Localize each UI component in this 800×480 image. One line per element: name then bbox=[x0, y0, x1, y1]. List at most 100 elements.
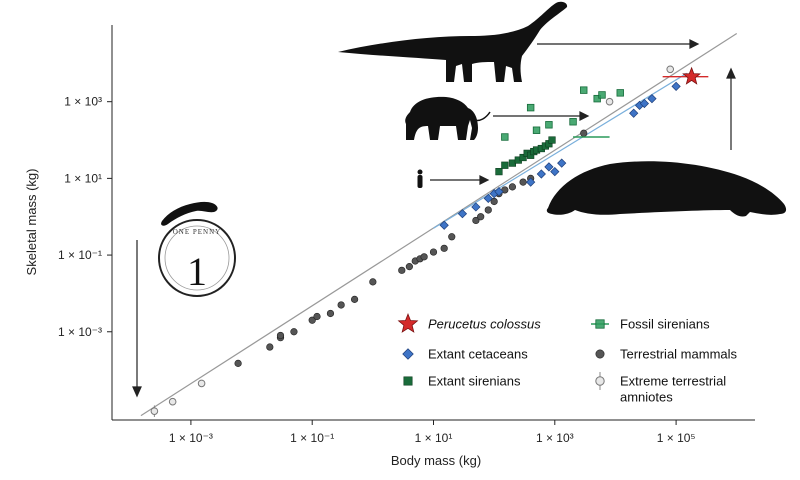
elephant-silhouette bbox=[405, 96, 491, 140]
terrestrial-mammals-point bbox=[398, 266, 406, 274]
terrestrial-mammals-point bbox=[420, 253, 428, 261]
terrestrial-mammals-point bbox=[472, 216, 480, 225]
y-tick-label: 1 × 10¹ bbox=[64, 171, 102, 185]
x-tick-label: 1 × 10⁻³ bbox=[169, 431, 213, 445]
extant-cetaceans-point bbox=[494, 187, 504, 197]
legend-terrestrial-mammals-marker bbox=[595, 349, 605, 359]
legend-extant-cetaceans-label: Extant cetaceans bbox=[428, 347, 528, 362]
extant-sirenians-point bbox=[495, 168, 503, 176]
extant-cetaceans-point bbox=[526, 177, 536, 187]
extreme-terrestrial-amniotes-point bbox=[168, 397, 177, 406]
x-axis-title: Body mass (kg) bbox=[391, 453, 481, 468]
arrow-human-head bbox=[479, 175, 490, 185]
legend-label-line: Extreme terrestrial bbox=[620, 374, 726, 389]
fossil-sirenians-point bbox=[616, 89, 624, 97]
extant-sirenians-point bbox=[501, 161, 509, 169]
extreme-terrestrial-amniotes-point bbox=[605, 97, 614, 106]
extant-cetaceans-point bbox=[457, 209, 468, 219]
legend-terrestrial-mammals-label: Terrestrial mammals bbox=[620, 347, 738, 362]
terrestrial-mammals-point bbox=[369, 278, 377, 286]
terrestrial-mammals-point bbox=[440, 244, 448, 252]
terrestrial-mammals-point bbox=[519, 178, 527, 186]
extant-cetaceans-point bbox=[536, 169, 546, 179]
penny-digit: 1 bbox=[187, 249, 207, 294]
arrow-elephant-head bbox=[579, 111, 590, 121]
penny-inner-ring bbox=[164, 225, 230, 291]
arrow-gecko-head bbox=[132, 386, 142, 398]
extant-cetaceans-point bbox=[483, 193, 493, 204]
sauropod-silhouette bbox=[338, 1, 568, 82]
extreme-terrestrial-amniotes-point bbox=[150, 407, 159, 415]
legend-label-line: amniotes bbox=[620, 390, 673, 405]
extant-cetaceans-point bbox=[550, 167, 560, 177]
annotation-arrows bbox=[132, 39, 736, 398]
terrestrial-mammals-point bbox=[337, 301, 345, 309]
extant-sirenians-point bbox=[519, 153, 527, 162]
arrow-sauropod-head bbox=[689, 39, 700, 49]
terrestrial-mammals-point bbox=[405, 263, 413, 271]
y-tick-label: 1 × 10⁻¹ bbox=[58, 248, 102, 262]
data-points bbox=[150, 65, 709, 417]
legend-extant-sirenians-label: Extant sirenians bbox=[428, 374, 521, 389]
terrestrial-mammals-point bbox=[276, 331, 285, 340]
x-tick-label: 1 × 10¹ bbox=[415, 431, 453, 445]
legend-extreme-terrestrial-amniotes-marker bbox=[595, 376, 605, 386]
penny-inscription: ONE PENNY bbox=[173, 228, 221, 236]
fossil-sirenians-point bbox=[569, 118, 577, 126]
extreme-terrestrial-amniotes-point bbox=[666, 65, 675, 74]
terrestrial-mammals-point bbox=[508, 183, 517, 191]
fossil-sirenians-point bbox=[501, 133, 509, 141]
y-axis-title: Skeletal mass (kg) bbox=[24, 169, 39, 276]
x-tick-label: 1 × 10³ bbox=[536, 431, 574, 445]
legend-fossil-sirenians-marker bbox=[595, 319, 605, 329]
penny-coin bbox=[158, 219, 236, 297]
legend-fossil-sirenians-label: Fossil sirenians bbox=[620, 317, 710, 332]
terrestrial-mammals-point bbox=[313, 312, 321, 321]
fossil-sirenians-point bbox=[580, 86, 588, 94]
y-tick-label: 1 × 10³ bbox=[64, 95, 102, 109]
legend-perucetus-colossus-label: Perucetus colossus bbox=[428, 317, 541, 332]
y-tick-label: 1 × 10⁻³ bbox=[58, 325, 102, 339]
fossil-sirenians-point bbox=[545, 121, 553, 129]
terrestrial-mammals-point bbox=[350, 295, 359, 303]
extreme-terrestrial-amniotes-point bbox=[197, 379, 206, 388]
arrow-whale-head bbox=[726, 67, 736, 79]
x-tick-label: 1 × 10⁻¹ bbox=[290, 431, 334, 445]
terrestrial-mammals-point bbox=[484, 206, 492, 214]
fossil-sirenians-point bbox=[532, 126, 541, 134]
human-silhouette bbox=[417, 169, 423, 188]
gecko-silhouette bbox=[161, 201, 218, 226]
extant-cetaceans-point bbox=[439, 220, 449, 230]
terrestrial-mammals-point bbox=[234, 359, 242, 367]
fossil-sirenians-point bbox=[598, 91, 606, 99]
gecko-on-penny: ONE PENNY 1 bbox=[158, 201, 236, 297]
extant-cetaceans-point bbox=[629, 108, 639, 118]
terrestrial-mammals-point bbox=[477, 213, 485, 221]
fossil-sirenians-point bbox=[593, 94, 601, 103]
extant-cetaceans-point bbox=[544, 162, 554, 172]
terrestrial-mammals-point bbox=[429, 248, 438, 256]
legend-extreme-terrestrial-amniotes-label: Extreme terrestrial amniotes bbox=[620, 374, 726, 405]
extant-cetaceans-point bbox=[471, 202, 481, 212]
legend-perucetus-colossus-marker bbox=[397, 313, 419, 333]
extant-cetaceans-point bbox=[557, 158, 567, 168]
terrestrial-mammals-point bbox=[580, 129, 588, 137]
whale-silhouette bbox=[546, 161, 787, 217]
extant-sirenians-point bbox=[548, 136, 556, 144]
terrestrial-mammals-point bbox=[290, 328, 298, 336]
legend: Perucetus colossus Extant cetaceans Extant… bbox=[397, 313, 738, 405]
tick-group: 1 × 10⁻³ 1 × 10⁻¹ 1 × 10¹ 1 × 10³ 1 × 10⁵ 1 ×… bbox=[58, 95, 695, 445]
legend-extant-sirenians-marker bbox=[403, 376, 413, 386]
terrestrial-mammals-point bbox=[326, 309, 335, 318]
terrestrial-mammals-point bbox=[448, 233, 456, 241]
legend-extant-cetaceans-marker bbox=[402, 348, 414, 360]
terrestrial-mammals-point bbox=[308, 316, 316, 324]
extant-cetaceans-point bbox=[671, 81, 681, 92]
extant-cetaceans-point bbox=[647, 94, 657, 104]
extant-cetaceans-point bbox=[639, 98, 650, 109]
fossil-sirenians-point bbox=[526, 103, 535, 112]
terrestrial-mammals-point bbox=[266, 343, 274, 351]
x-tick-label: 1 × 10⁵ bbox=[657, 431, 696, 445]
perucetus-colossus-point bbox=[682, 66, 701, 85]
